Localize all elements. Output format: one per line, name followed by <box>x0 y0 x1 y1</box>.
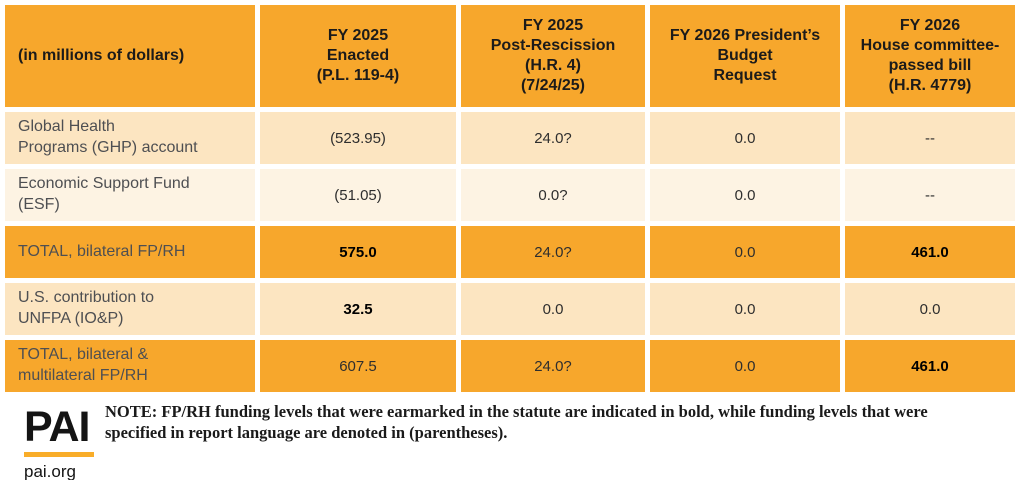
value-cell: 461.0 <box>845 340 1015 392</box>
value-cell: 0.0 <box>650 112 840 164</box>
row-label: Economic Support Fund (ESF) <box>5 169 255 221</box>
value-cell: 24.0? <box>461 340 645 392</box>
row-label: TOTAL, bilateral & multilateral FP/RH <box>5 340 255 392</box>
header-row: (in millions of dollars) FY 2025 Enacted… <box>5 5 1015 107</box>
column-header-fy2026-house-bill: FY 2026 House committee- passed bill (H.… <box>845 5 1015 107</box>
value-cell: 607.5 <box>260 340 456 392</box>
value-cell: 0.0 <box>650 169 840 221</box>
row-label: Global Health Programs (GHP) account <box>5 112 255 164</box>
value-cell: 0.0 <box>650 283 840 335</box>
pai-logo-wordmark: PAI <box>24 403 91 451</box>
value-cell: 0.0 <box>845 283 1015 335</box>
table-corner-header: (in millions of dollars) <box>5 5 255 107</box>
value-cell: -- <box>845 169 1015 221</box>
value-cell: 32.5 <box>260 283 456 335</box>
row-label: U.S. contribution to UNFPA (IO&P) <box>5 283 255 335</box>
row-label: TOTAL, bilateral FP/RH <box>5 226 255 278</box>
value-cell: 0.0 <box>650 340 840 392</box>
pai-logo-bar <box>24 452 94 457</box>
value-cell: 0.0? <box>461 169 645 221</box>
table-row-total-multilateral: TOTAL, bilateral & multilateral FP/RH 60… <box>5 340 1015 392</box>
value-cell: -- <box>845 112 1015 164</box>
value-cell: 0.0 <box>461 283 645 335</box>
value-cell: 24.0? <box>461 112 645 164</box>
pai-logo-caption: pai.org <box>24 462 76 480</box>
table-row-esf: Economic Support Fund (ESF) (51.05) 0.0?… <box>5 169 1015 221</box>
value-cell: 24.0? <box>461 226 645 278</box>
table-row-unfpa: U.S. contribution to UNFPA (IO&P) 32.5 0… <box>5 283 1015 335</box>
table-row-total-bilateral: TOTAL, bilateral FP/RH 575.0 24.0? 0.0 4… <box>5 226 1015 278</box>
value-cell: (523.95) <box>260 112 456 164</box>
column-header-fy2025-post-rescission: FY 2025 Post-Rescission (H.R. 4) (7/24/2… <box>461 5 645 107</box>
column-header-fy2026-budget-request: FY 2026 President’s Budget Request <box>650 5 840 107</box>
value-cell: (51.05) <box>260 169 456 221</box>
value-cell: 575.0 <box>260 226 456 278</box>
pai-logo: PAI pai.org <box>24 406 94 480</box>
value-cell: 461.0 <box>845 226 1015 278</box>
funding-table: (in millions of dollars) FY 2025 Enacted… <box>5 5 1015 392</box>
value-cell: 0.0 <box>650 226 840 278</box>
column-header-fy2025-enacted: FY 2025 Enacted (P.L. 119-4) <box>260 5 456 107</box>
table-row-ghp: Global Health Programs (GHP) account (52… <box>5 112 1015 164</box>
footnote: NOTE: FP/RH funding levels that were ear… <box>105 402 928 443</box>
